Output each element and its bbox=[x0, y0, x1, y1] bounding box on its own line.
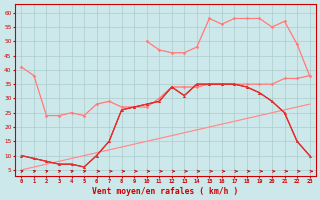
X-axis label: Vent moyen/en rafales ( km/h ): Vent moyen/en rafales ( km/h ) bbox=[92, 187, 239, 196]
